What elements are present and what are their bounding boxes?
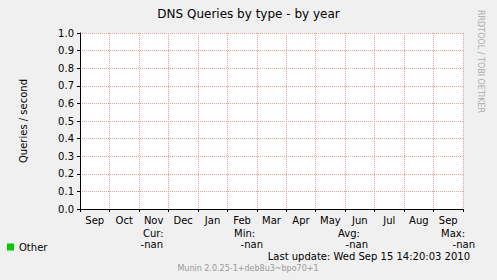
svg-text:0.1: 0.1 bbox=[58, 186, 74, 197]
svg-text:0.3: 0.3 bbox=[58, 151, 74, 162]
svg-text:RRDTOOL / TOBI OETIKER: RRDTOOL / TOBI OETIKER bbox=[476, 10, 485, 113]
svg-text:Other: Other bbox=[19, 242, 48, 253]
svg-text:Feb: Feb bbox=[233, 215, 251, 226]
svg-text:0.8: 0.8 bbox=[58, 63, 74, 74]
svg-text:-nan: -nan bbox=[453, 239, 475, 250]
svg-text:Min:: Min: bbox=[234, 228, 255, 239]
svg-text:Munin 2.0.25-1+deb8u3~bpo70+1: Munin 2.0.25-1+deb8u3~bpo70+1 bbox=[177, 264, 318, 273]
svg-text:0.5: 0.5 bbox=[58, 116, 74, 127]
svg-text:0.6: 0.6 bbox=[58, 98, 74, 109]
svg-text:Avg:: Avg: bbox=[338, 228, 360, 239]
svg-text:-nan: -nan bbox=[141, 239, 163, 250]
svg-text:1.0: 1.0 bbox=[58, 28, 74, 39]
svg-text:Dec: Dec bbox=[173, 215, 192, 226]
svg-text:Queries / second: Queries / second bbox=[18, 79, 29, 163]
svg-text:Jul: Jul bbox=[382, 215, 395, 226]
svg-text:Nov: Nov bbox=[144, 215, 164, 226]
svg-text:0.4: 0.4 bbox=[58, 133, 74, 144]
svg-text:Max:: Max: bbox=[441, 228, 465, 239]
svg-text:Jan: Jan bbox=[204, 215, 220, 226]
svg-text:Aug: Aug bbox=[409, 215, 429, 226]
svg-text:Oct: Oct bbox=[116, 215, 133, 226]
svg-text:-nan: -nan bbox=[346, 239, 368, 250]
svg-text:Cur:: Cur: bbox=[143, 228, 164, 239]
svg-text:-nan: -nan bbox=[241, 239, 263, 250]
svg-text:DNS Queries by type - by year: DNS Queries by type - by year bbox=[157, 7, 339, 21]
svg-text:Sep: Sep bbox=[85, 215, 104, 226]
svg-text:0.2: 0.2 bbox=[58, 168, 74, 179]
svg-text:0.0: 0.0 bbox=[58, 204, 74, 215]
svg-text:Sep: Sep bbox=[439, 215, 458, 226]
svg-text:0.7: 0.7 bbox=[58, 80, 74, 91]
svg-text:May: May bbox=[320, 215, 341, 226]
svg-text:Jun: Jun bbox=[351, 215, 368, 226]
svg-text:0.9: 0.9 bbox=[58, 45, 74, 56]
svg-text:Apr: Apr bbox=[292, 215, 310, 226]
svg-text:Mar: Mar bbox=[262, 215, 282, 226]
svg-text:Last update: Wed Sep 15 14:20:: Last update: Wed Sep 15 14:20:03 2010 bbox=[268, 251, 470, 262]
